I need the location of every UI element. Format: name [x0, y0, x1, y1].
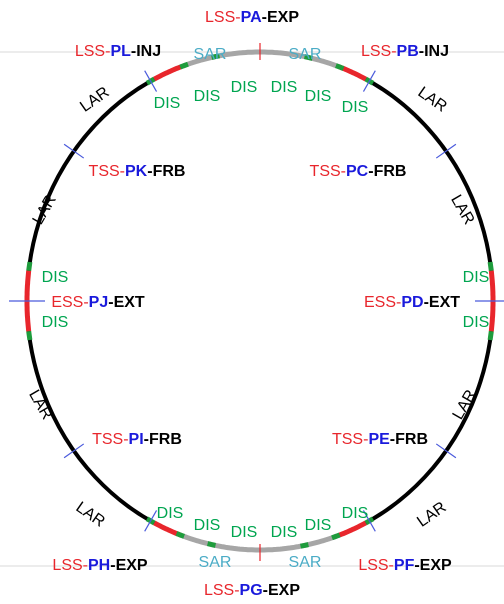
sar-label: SAR [199, 554, 232, 571]
boundary-tick [362, 510, 376, 532]
station-label: TSS-PK-FRB [89, 163, 186, 180]
dis-label: DIS [231, 79, 258, 96]
boundary-tick [63, 443, 85, 459]
sar-label: SAR [289, 46, 322, 63]
dis-label: DIS [194, 88, 221, 105]
dis-label: DIS [463, 314, 490, 331]
station-label: TSS-PC-FRB [310, 163, 407, 180]
dis-label: DIS [42, 314, 69, 331]
station-label: ESS-PD-EXT [364, 294, 460, 311]
dis-label: DIS [342, 505, 369, 522]
boundary-tick [144, 510, 158, 532]
station-label: LSS-PL-INJ [75, 43, 161, 60]
dis-label: DIS [271, 524, 298, 541]
lar-label: LAR [25, 387, 55, 422]
boundary-tick [435, 143, 457, 159]
dis-section [487, 330, 494, 341]
dis-section [211, 53, 220, 60]
station-label: TSS-PE-FRB [332, 431, 428, 448]
station-label: TSS-PI-FRB [92, 431, 182, 448]
sar-label: SAR [289, 554, 322, 571]
dis-label: DIS [463, 269, 490, 286]
dis-label: DIS [157, 505, 184, 522]
station-label: ESS-PJ-EXT [51, 294, 145, 311]
boundary-tick [435, 443, 457, 459]
dis-section [335, 63, 345, 71]
straight-section [338, 520, 367, 538]
lar-label: LAR [30, 192, 60, 227]
dis-section [300, 542, 309, 549]
dis-section [487, 261, 494, 272]
straight-section [153, 64, 182, 82]
straight-section [153, 520, 182, 538]
boundary-tick [144, 70, 158, 92]
dis-label: DIS [305, 88, 332, 105]
boundary-tick [362, 70, 376, 92]
dis-section [175, 531, 185, 539]
sar-label: SAR [194, 46, 227, 63]
dis-label: DIS [154, 95, 181, 112]
lar-label: LAR [415, 84, 450, 116]
lar-label: LAR [73, 499, 108, 531]
dis-label: DIS [194, 517, 221, 534]
dis-section [179, 61, 189, 70]
dis-section [26, 330, 33, 341]
dis-section [206, 541, 216, 548]
station-label: LSS-PA-EXP [205, 9, 299, 26]
dis-section [331, 532, 341, 541]
dis-section [304, 54, 314, 61]
lar-label: LAR [414, 499, 449, 531]
boundary-tick [63, 143, 85, 159]
ring [0, 43, 504, 567]
dis-label: DIS [305, 517, 332, 534]
labels: LSS-PA-EXP LSS-PL-INJ LSS-PB-INJ TSS-PK-… [25, 9, 489, 599]
dis-label: DIS [342, 99, 369, 116]
dis-label: DIS [42, 269, 69, 286]
straight-section [338, 64, 367, 82]
dis-label: DIS [231, 524, 258, 541]
station-label: LSS-PF-EXP [358, 557, 452, 574]
station-label: LSS-PG-EXP [204, 582, 300, 599]
dis-section [26, 261, 33, 272]
dis-label: DIS [271, 79, 298, 96]
station-label: LSS-PB-INJ [361, 43, 449, 60]
station-label: LSS-PH-EXP [52, 557, 147, 574]
